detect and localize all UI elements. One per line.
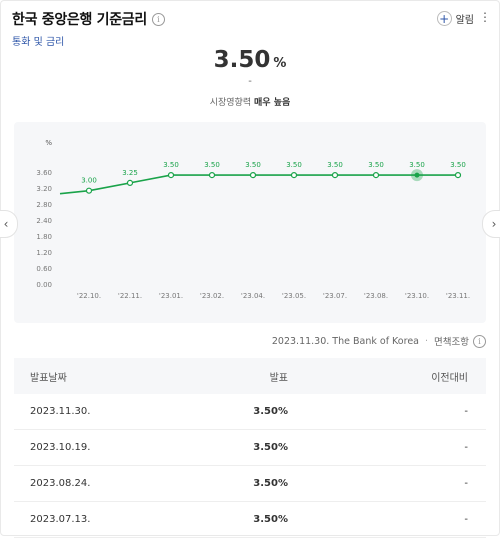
row-date: 2023.11.30. bbox=[14, 406, 180, 417]
info-icon[interactable]: i bbox=[152, 13, 165, 26]
row-change: - bbox=[288, 406, 486, 417]
market-impact: 시장영향력 매우 높음 bbox=[0, 95, 500, 108]
data-point bbox=[210, 173, 215, 178]
source-info: 2023.11.30. The Bank of Korea · 면책조항 i bbox=[272, 334, 486, 348]
title-row: 한국 중앙은행 기준금리 i bbox=[12, 9, 165, 29]
table-row: 2023.07.13. 3.50% - bbox=[14, 502, 486, 538]
data-point bbox=[456, 173, 461, 178]
alarm-label: 알림 bbox=[456, 11, 474, 26]
data-label: 3.50 bbox=[327, 161, 343, 169]
y-tick-label: 0.00 bbox=[36, 281, 52, 289]
x-tick-label: '23.02. bbox=[200, 292, 224, 300]
next-arrow-icon[interactable]: › bbox=[482, 210, 500, 238]
header-value: 발표 bbox=[180, 369, 288, 384]
rate-unit: % bbox=[273, 56, 286, 71]
y-tick-label: 3.20 bbox=[36, 185, 52, 193]
data-label: 3.50 bbox=[450, 161, 466, 169]
data-label: 3.50 bbox=[368, 161, 384, 169]
current-rate: 3.50% bbox=[0, 47, 500, 73]
row-change: - bbox=[288, 514, 486, 525]
category-link[interactable]: 통화 및 금리 bbox=[12, 33, 64, 48]
row-date: 2023.08.24. bbox=[14, 478, 180, 489]
x-tick-label: '23.10. bbox=[405, 292, 429, 300]
y-tick-label: 2.80 bbox=[36, 201, 52, 209]
data-point bbox=[87, 188, 92, 193]
y-tick-label: 1.20 bbox=[36, 249, 52, 257]
plus-icon: + bbox=[437, 11, 452, 26]
data-label: 3.50 bbox=[245, 161, 261, 169]
row-value: 3.50% bbox=[180, 406, 288, 417]
x-tick-label: '23.07. bbox=[323, 292, 347, 300]
page-title: 한국 중앙은행 기준금리 bbox=[12, 9, 147, 29]
alarm-button[interactable]: + 알림 bbox=[437, 11, 474, 26]
row-date: 2023.10.19. bbox=[14, 442, 180, 453]
row-date: 2023.07.13. bbox=[14, 514, 180, 525]
y-tick-label: 0.60 bbox=[36, 265, 52, 273]
chart-panel: 3.60 3.20 2.80 2.40 1.80 1.20 0.60 0.00% '22.10.… bbox=[14, 122, 486, 323]
x-tick-label: '23.08. bbox=[364, 292, 388, 300]
series-line bbox=[60, 175, 458, 194]
header-date: 발표날짜 bbox=[14, 369, 180, 384]
row-value: 3.50% bbox=[180, 514, 288, 525]
highlight-point bbox=[415, 173, 420, 178]
data-point bbox=[169, 173, 174, 178]
x-tick-label: '23.01. bbox=[159, 292, 183, 300]
header-change: 이전대비 bbox=[288, 369, 486, 384]
row-change: - bbox=[288, 478, 486, 489]
table-row: 2023.11.30. 3.50% - bbox=[14, 394, 486, 430]
source-text: 2023.11.30. The Bank of Korea bbox=[272, 336, 419, 347]
data-point bbox=[251, 173, 256, 178]
data-label: 3.50 bbox=[409, 161, 425, 169]
x-tick-label: '22.11. bbox=[118, 292, 142, 300]
rate-value: 3.50 bbox=[214, 47, 271, 73]
row-value: 3.50% bbox=[180, 442, 288, 453]
data-label: 3.00 bbox=[81, 177, 97, 185]
separator-dot: · bbox=[425, 336, 428, 347]
row-change: - bbox=[288, 442, 486, 453]
announcement-table: 발표날짜 발표 이전대비 2023.11.30. 3.50% - 2023.10… bbox=[14, 358, 486, 538]
x-tick-label: '23.04. bbox=[241, 292, 265, 300]
x-tick-label: '23.11. bbox=[446, 292, 470, 300]
data-label: 3.50 bbox=[163, 161, 179, 169]
line-chart: 3.60 3.20 2.80 2.40 1.80 1.20 0.60 0.00% '22.10.… bbox=[14, 122, 486, 323]
disclaimer-link[interactable]: 면책조항 bbox=[434, 334, 469, 348]
data-label: 3.25 bbox=[122, 169, 138, 177]
y-unit-label: % bbox=[45, 139, 52, 147]
row-value: 3.50% bbox=[180, 478, 288, 489]
y-tick-label: 2.40 bbox=[36, 217, 52, 225]
more-options-icon[interactable]: ⋮ bbox=[479, 10, 490, 24]
data-point bbox=[333, 173, 338, 178]
x-tick-label: '22.10. bbox=[77, 292, 101, 300]
disclaimer-info-icon[interactable]: i bbox=[473, 335, 486, 348]
rate-change: - bbox=[0, 76, 500, 87]
y-tick-label: 3.60 bbox=[36, 169, 52, 177]
data-label: 3.50 bbox=[286, 161, 302, 169]
table-row: 2023.10.19. 3.50% - bbox=[14, 430, 486, 466]
data-point bbox=[292, 173, 297, 178]
table-header: 발표날짜 발표 이전대비 bbox=[14, 358, 486, 394]
data-label: 3.50 bbox=[204, 161, 220, 169]
table-row: 2023.08.24. 3.50% - bbox=[14, 466, 486, 502]
impact-value: 매우 높음 bbox=[254, 98, 290, 108]
impact-label: 시장영향력 bbox=[210, 98, 251, 108]
y-tick-label: 1.80 bbox=[36, 233, 52, 241]
data-point bbox=[374, 173, 379, 178]
data-point bbox=[128, 180, 133, 185]
x-tick-label: '23.05. bbox=[282, 292, 306, 300]
